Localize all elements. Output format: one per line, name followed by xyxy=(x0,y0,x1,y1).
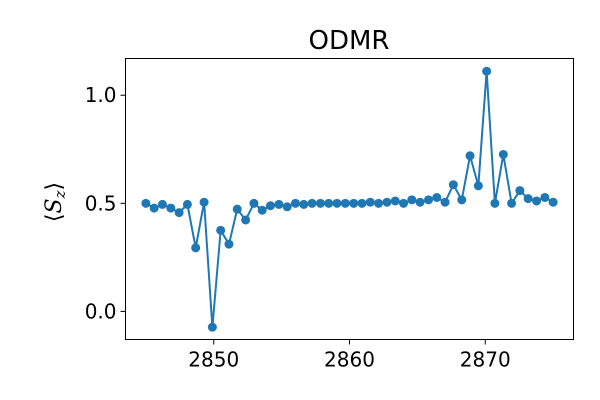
data-point xyxy=(390,196,400,206)
data-point xyxy=(424,195,434,205)
data-point xyxy=(349,198,359,208)
data-point xyxy=(315,198,325,208)
data-point xyxy=(357,198,367,208)
data-point xyxy=(157,199,167,209)
data-point xyxy=(216,225,226,235)
data-point xyxy=(241,215,251,225)
data-point xyxy=(224,239,234,249)
data-point xyxy=(149,203,159,213)
data-point xyxy=(374,198,384,208)
data-point xyxy=(207,322,217,332)
data-point xyxy=(523,194,533,204)
x-axis-ticks: 2850 2860 2870 xyxy=(188,339,511,372)
data-point xyxy=(324,198,334,208)
data-point xyxy=(299,199,309,209)
data-point xyxy=(440,197,450,207)
data-point xyxy=(257,205,267,215)
data-point xyxy=(365,197,375,207)
y-tick-label: 0.5 xyxy=(85,191,117,215)
data-point xyxy=(532,196,542,206)
data-point xyxy=(490,198,500,208)
y-tick-label: 0.0 xyxy=(85,299,117,323)
x-tick-label: 2870 xyxy=(460,348,511,372)
data-point xyxy=(265,201,275,211)
data-point xyxy=(232,204,242,214)
data-point xyxy=(382,197,392,207)
data-point xyxy=(482,66,492,76)
data-point xyxy=(399,198,409,208)
data-point xyxy=(282,202,292,212)
data-point xyxy=(199,197,209,207)
data-point xyxy=(498,149,508,159)
data-point xyxy=(432,192,442,202)
data-point xyxy=(307,198,317,208)
data-point xyxy=(465,151,475,161)
data-point xyxy=(174,208,184,218)
data-point xyxy=(457,195,467,205)
data-point xyxy=(249,198,259,208)
data-point xyxy=(540,192,550,202)
data-point xyxy=(290,198,300,208)
data-point xyxy=(415,197,425,207)
series-markers xyxy=(141,66,558,332)
x-tick-label: 2860 xyxy=(324,348,375,372)
y-tick-label: 1.0 xyxy=(85,83,117,107)
x-tick-label: 2850 xyxy=(188,348,239,372)
data-point xyxy=(407,195,417,205)
data-point xyxy=(191,243,201,253)
axes-frame xyxy=(125,58,574,340)
data-point xyxy=(274,199,284,209)
data-point xyxy=(507,198,517,208)
y-axis-label: ⟨Sz⟩ xyxy=(42,182,69,222)
data-point xyxy=(548,197,558,207)
data-point xyxy=(141,198,151,208)
data-point xyxy=(448,180,458,190)
data-point xyxy=(182,199,192,209)
chart-title: ODMR xyxy=(309,26,390,56)
data-point xyxy=(166,203,176,213)
data-point xyxy=(332,198,342,208)
data-point xyxy=(515,186,525,196)
y-axis-ticks: 0.0 0.5 1.0 xyxy=(85,83,126,323)
data-point xyxy=(473,181,483,191)
data-point xyxy=(340,198,350,208)
